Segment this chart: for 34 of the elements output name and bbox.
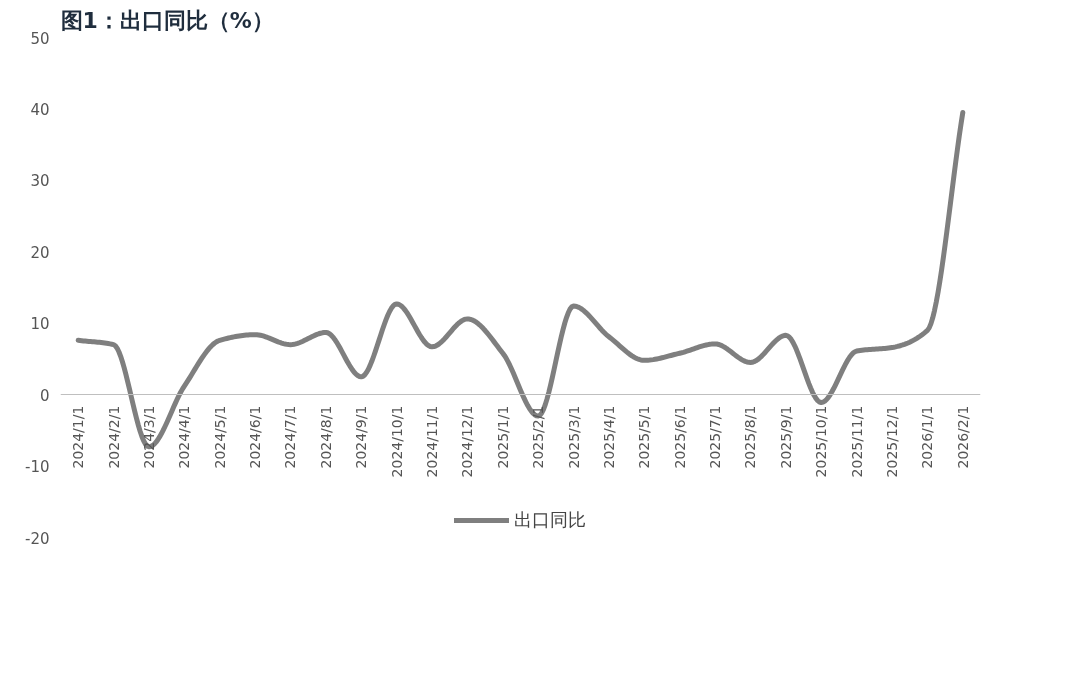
x-tick-label: 2024/10/1 [388, 405, 405, 478]
x-tick-label: 2024/9/1 [353, 405, 370, 469]
x-tick-label: 2024/7/1 [282, 405, 299, 469]
y-tick-label: -20 [25, 529, 50, 548]
x-tick-label: 2024/4/1 [176, 405, 193, 469]
x-tick-label: 2025/6/1 [671, 405, 688, 469]
y-tick-label: 30 [30, 172, 50, 191]
chart-title: 图1：出口同比（%） [60, 7, 274, 33]
x-tick-label: 2025/11/1 [848, 405, 865, 478]
x-tick-label: 2025/8/1 [742, 405, 759, 469]
legend-label: 出口同比 [514, 508, 586, 532]
x-tick-label: 2025/10/1 [813, 405, 830, 478]
y-tick-label: 40 [30, 100, 50, 119]
y-tick-label: 0 [39, 386, 50, 405]
x-tick-label: 2025/4/1 [600, 405, 617, 469]
y-tick-label: 20 [30, 243, 50, 262]
x-tick-label: 2025/1/1 [494, 405, 511, 469]
x-tick-label: 2025/5/1 [636, 405, 653, 469]
y-tick-label: 10 [30, 315, 50, 334]
y-tick-label: -10 [25, 458, 50, 477]
x-tick-label: 2024/11/1 [424, 405, 441, 478]
x-tick-label: 2025/7/1 [707, 405, 724, 469]
x-tick-label: 2024/12/1 [459, 405, 476, 478]
x-tick-label: 2026/1/1 [919, 405, 936, 469]
x-tick-label: 2025/9/1 [777, 405, 794, 469]
x-tick-label: 2024/5/1 [211, 405, 228, 469]
y-tick-label: 50 [30, 29, 50, 48]
x-tick-label: 2026/2/1 [954, 405, 971, 469]
x-tick-label: 2024/8/1 [317, 405, 334, 469]
x-tick-label: 2024/2/1 [105, 405, 122, 469]
x-tick-label: 2025/3/1 [565, 405, 582, 469]
x-tick-label: 2024/1/1 [70, 405, 87, 469]
x-tick-label: 2025/12/1 [884, 405, 901, 478]
x-tick-label: 2024/6/1 [247, 405, 264, 469]
